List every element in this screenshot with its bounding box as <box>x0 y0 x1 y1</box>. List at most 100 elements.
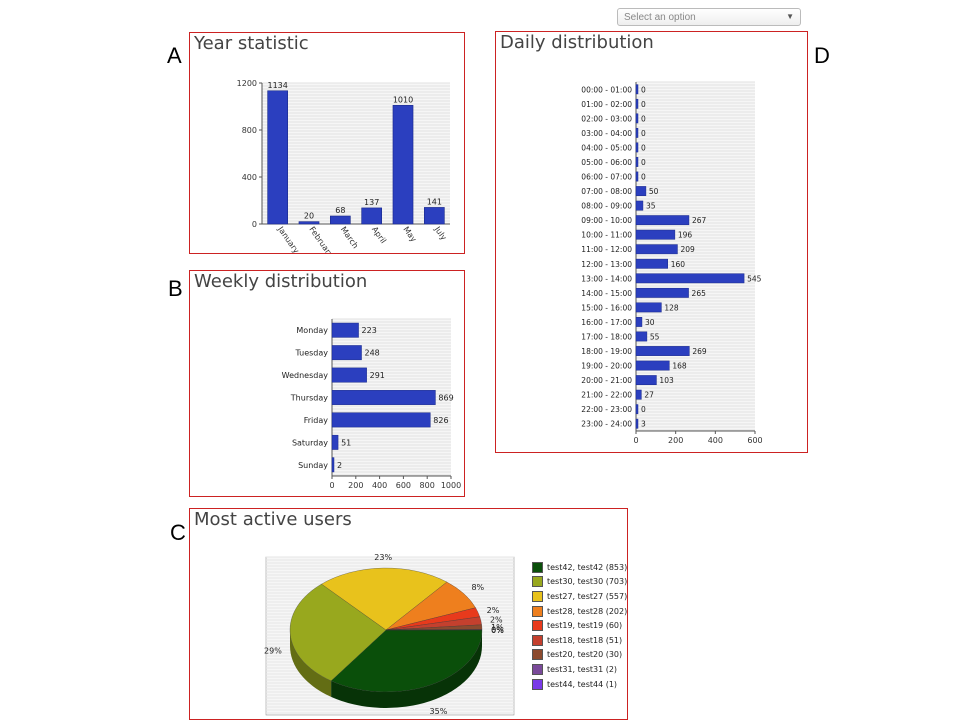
panel-label-d: D <box>814 43 830 68</box>
users-legend-swatch <box>532 663 543 675</box>
year-data-label: 137 <box>364 198 379 207</box>
daily-data-label: 209 <box>680 245 695 254</box>
users-pie-slice <box>330 629 483 693</box>
users-pie-percent-label: 2% <box>487 606 500 615</box>
daily-data-label: 3 <box>641 420 646 429</box>
daily-x-tick-label: 600 <box>747 436 762 445</box>
weekly-data-label: 291 <box>370 371 385 380</box>
daily-y-tick-label: 18:00 - 19:00 <box>581 347 632 356</box>
weekly-x-tick-label: 600 <box>396 481 411 490</box>
year-statistic-panel: Year statistic 0 400 800 1200 1134 January 20 F… <box>189 32 465 254</box>
users-legend-item: test27, test27 (557) <box>532 589 627 604</box>
year-bar <box>330 215 351 225</box>
year-chart-title: Year statistic <box>194 33 309 54</box>
daily-bar <box>635 331 648 342</box>
daily-bar <box>635 317 643 327</box>
daily-bar <box>635 389 642 400</box>
panel-label-c: C <box>170 520 186 545</box>
users-legend-label: test31, test31 (2) <box>547 664 618 674</box>
daily-data-label: 35 <box>646 202 656 211</box>
daily-y-tick-label: 22:00 - 23:00 <box>581 405 632 414</box>
daily-y-tick-label: 17:00 - 18:00 <box>581 332 632 341</box>
weekly-chart-title: Weekly distribution <box>194 271 368 292</box>
daily-y-tick-label: 19:00 - 20:00 <box>581 362 632 371</box>
users-legend-label: test30, test30 (703) <box>547 577 628 587</box>
users-legend-item: test20, test20 (30) <box>532 648 627 663</box>
select-placeholder: Select an option <box>624 12 696 23</box>
weekly-bar <box>331 345 362 361</box>
users-legend-swatch <box>532 634 543 646</box>
daily-data-label: 265 <box>692 289 707 298</box>
daily-bar <box>635 244 678 255</box>
daily-y-tick-label: 08:00 - 09:00 <box>581 202 632 211</box>
daily-bar <box>635 84 639 95</box>
users-pie-percent-label: 8% <box>471 583 484 592</box>
daily-y-tick-label: 07:00 - 08:00 <box>581 187 632 196</box>
year-x-tick-label: February <box>307 225 335 253</box>
weekly-bar <box>331 412 431 428</box>
daily-y-tick-label: 12:00 - 13:00 <box>581 260 632 269</box>
daily-y-tick-label: 20:00 - 21:00 <box>581 376 632 385</box>
daily-y-tick-label: 11:00 - 12:00 <box>581 245 632 254</box>
users-pie-slice <box>321 567 448 631</box>
year-data-label: 141 <box>427 197 442 206</box>
daily-data-label: 168 <box>672 362 687 371</box>
year-x-tick-label: January <box>275 224 300 253</box>
daily-y-tick-label: 16:00 - 17:00 <box>581 318 632 327</box>
users-pie-percent-label: 35% <box>430 707 448 716</box>
option-select[interactable]: Select an option ▼ <box>617 8 801 26</box>
year-x-tick-label: July <box>432 224 448 242</box>
users-legend-label: test28, test28 (202) <box>547 606 628 616</box>
most-active-users-panel: Most active users 35% 29% 23% 8% 2% 2% 1% 0% 0% <box>189 508 628 720</box>
year-x-tick-label: May <box>401 225 418 244</box>
daily-y-tick-label: 01:00 - 02:00 <box>581 100 632 109</box>
users-legend-item: test18, test18 (51) <box>532 633 627 648</box>
users-legend-swatch <box>532 620 543 632</box>
users-legend-swatch <box>532 649 543 661</box>
daily-data-label: 50 <box>649 187 659 196</box>
year-y-tick-label: 1200 <box>237 79 257 88</box>
daily-y-tick-label: 00:00 - 01:00 <box>581 85 632 94</box>
daily-data-label: 160 <box>671 260 686 269</box>
weekly-x-tick-label: 1000 <box>441 481 461 490</box>
daily-bar <box>635 418 639 429</box>
weekly-y-tick-label: Wednesday <box>282 371 329 380</box>
year-data-label: 20 <box>304 212 314 221</box>
users-legend-label: test27, test27 (557) <box>547 591 628 601</box>
daily-distribution-panel: Daily distribution 0 200 400 600 0 00:00 - 01… <box>495 31 808 453</box>
users-legend-item: test28, test28 (202) <box>532 604 627 619</box>
users-legend-swatch <box>532 561 543 573</box>
daily-bar <box>635 98 639 109</box>
daily-y-tick-label: 10:00 - 11:00 <box>581 231 632 240</box>
users-legend-label: test20, test20 (30) <box>547 650 623 660</box>
daily-chart-title: Daily distribution <box>500 32 654 53</box>
daily-bar <box>635 346 690 356</box>
daily-y-tick-label: 09:00 - 10:00 <box>581 216 632 225</box>
daily-y-tick-label: 04:00 - 05:00 <box>581 143 632 152</box>
weekly-y-tick-label: Tuesday <box>294 349 328 358</box>
year-bar-chart: 0 400 800 1200 1134 January 20 February 68 March 1… <box>237 79 450 253</box>
daily-data-label: 0 <box>641 143 646 152</box>
users-legend-swatch <box>532 576 543 588</box>
chevron-down-icon: ▼ <box>786 12 794 21</box>
panel-label-b: B <box>168 276 183 301</box>
year-bar <box>298 221 320 225</box>
daily-x-tick-label: 0 <box>633 436 638 445</box>
daily-x-tick-label: 200 <box>668 436 683 445</box>
daily-data-label: 196 <box>678 231 693 240</box>
daily-bar <box>635 215 690 226</box>
daily-y-tick-label: 03:00 - 04:00 <box>581 129 632 138</box>
weekly-y-tick-label: Friday <box>304 416 329 425</box>
users-legend-swatch <box>532 678 543 690</box>
weekly-x-tick-label: 800 <box>420 481 435 490</box>
weekly-y-tick-label: Thursday <box>290 394 328 403</box>
users-legend-item: test42, test42 (853) <box>532 560 627 575</box>
year-data-label: 1134 <box>267 81 287 90</box>
users-pie-side <box>331 630 482 708</box>
weekly-data-label: 223 <box>362 326 377 335</box>
daily-data-label: 545 <box>747 274 762 283</box>
daily-bar <box>635 127 639 138</box>
weekly-data-label: 2 <box>337 461 342 470</box>
users-pie-percent-label: 0% <box>491 626 504 635</box>
